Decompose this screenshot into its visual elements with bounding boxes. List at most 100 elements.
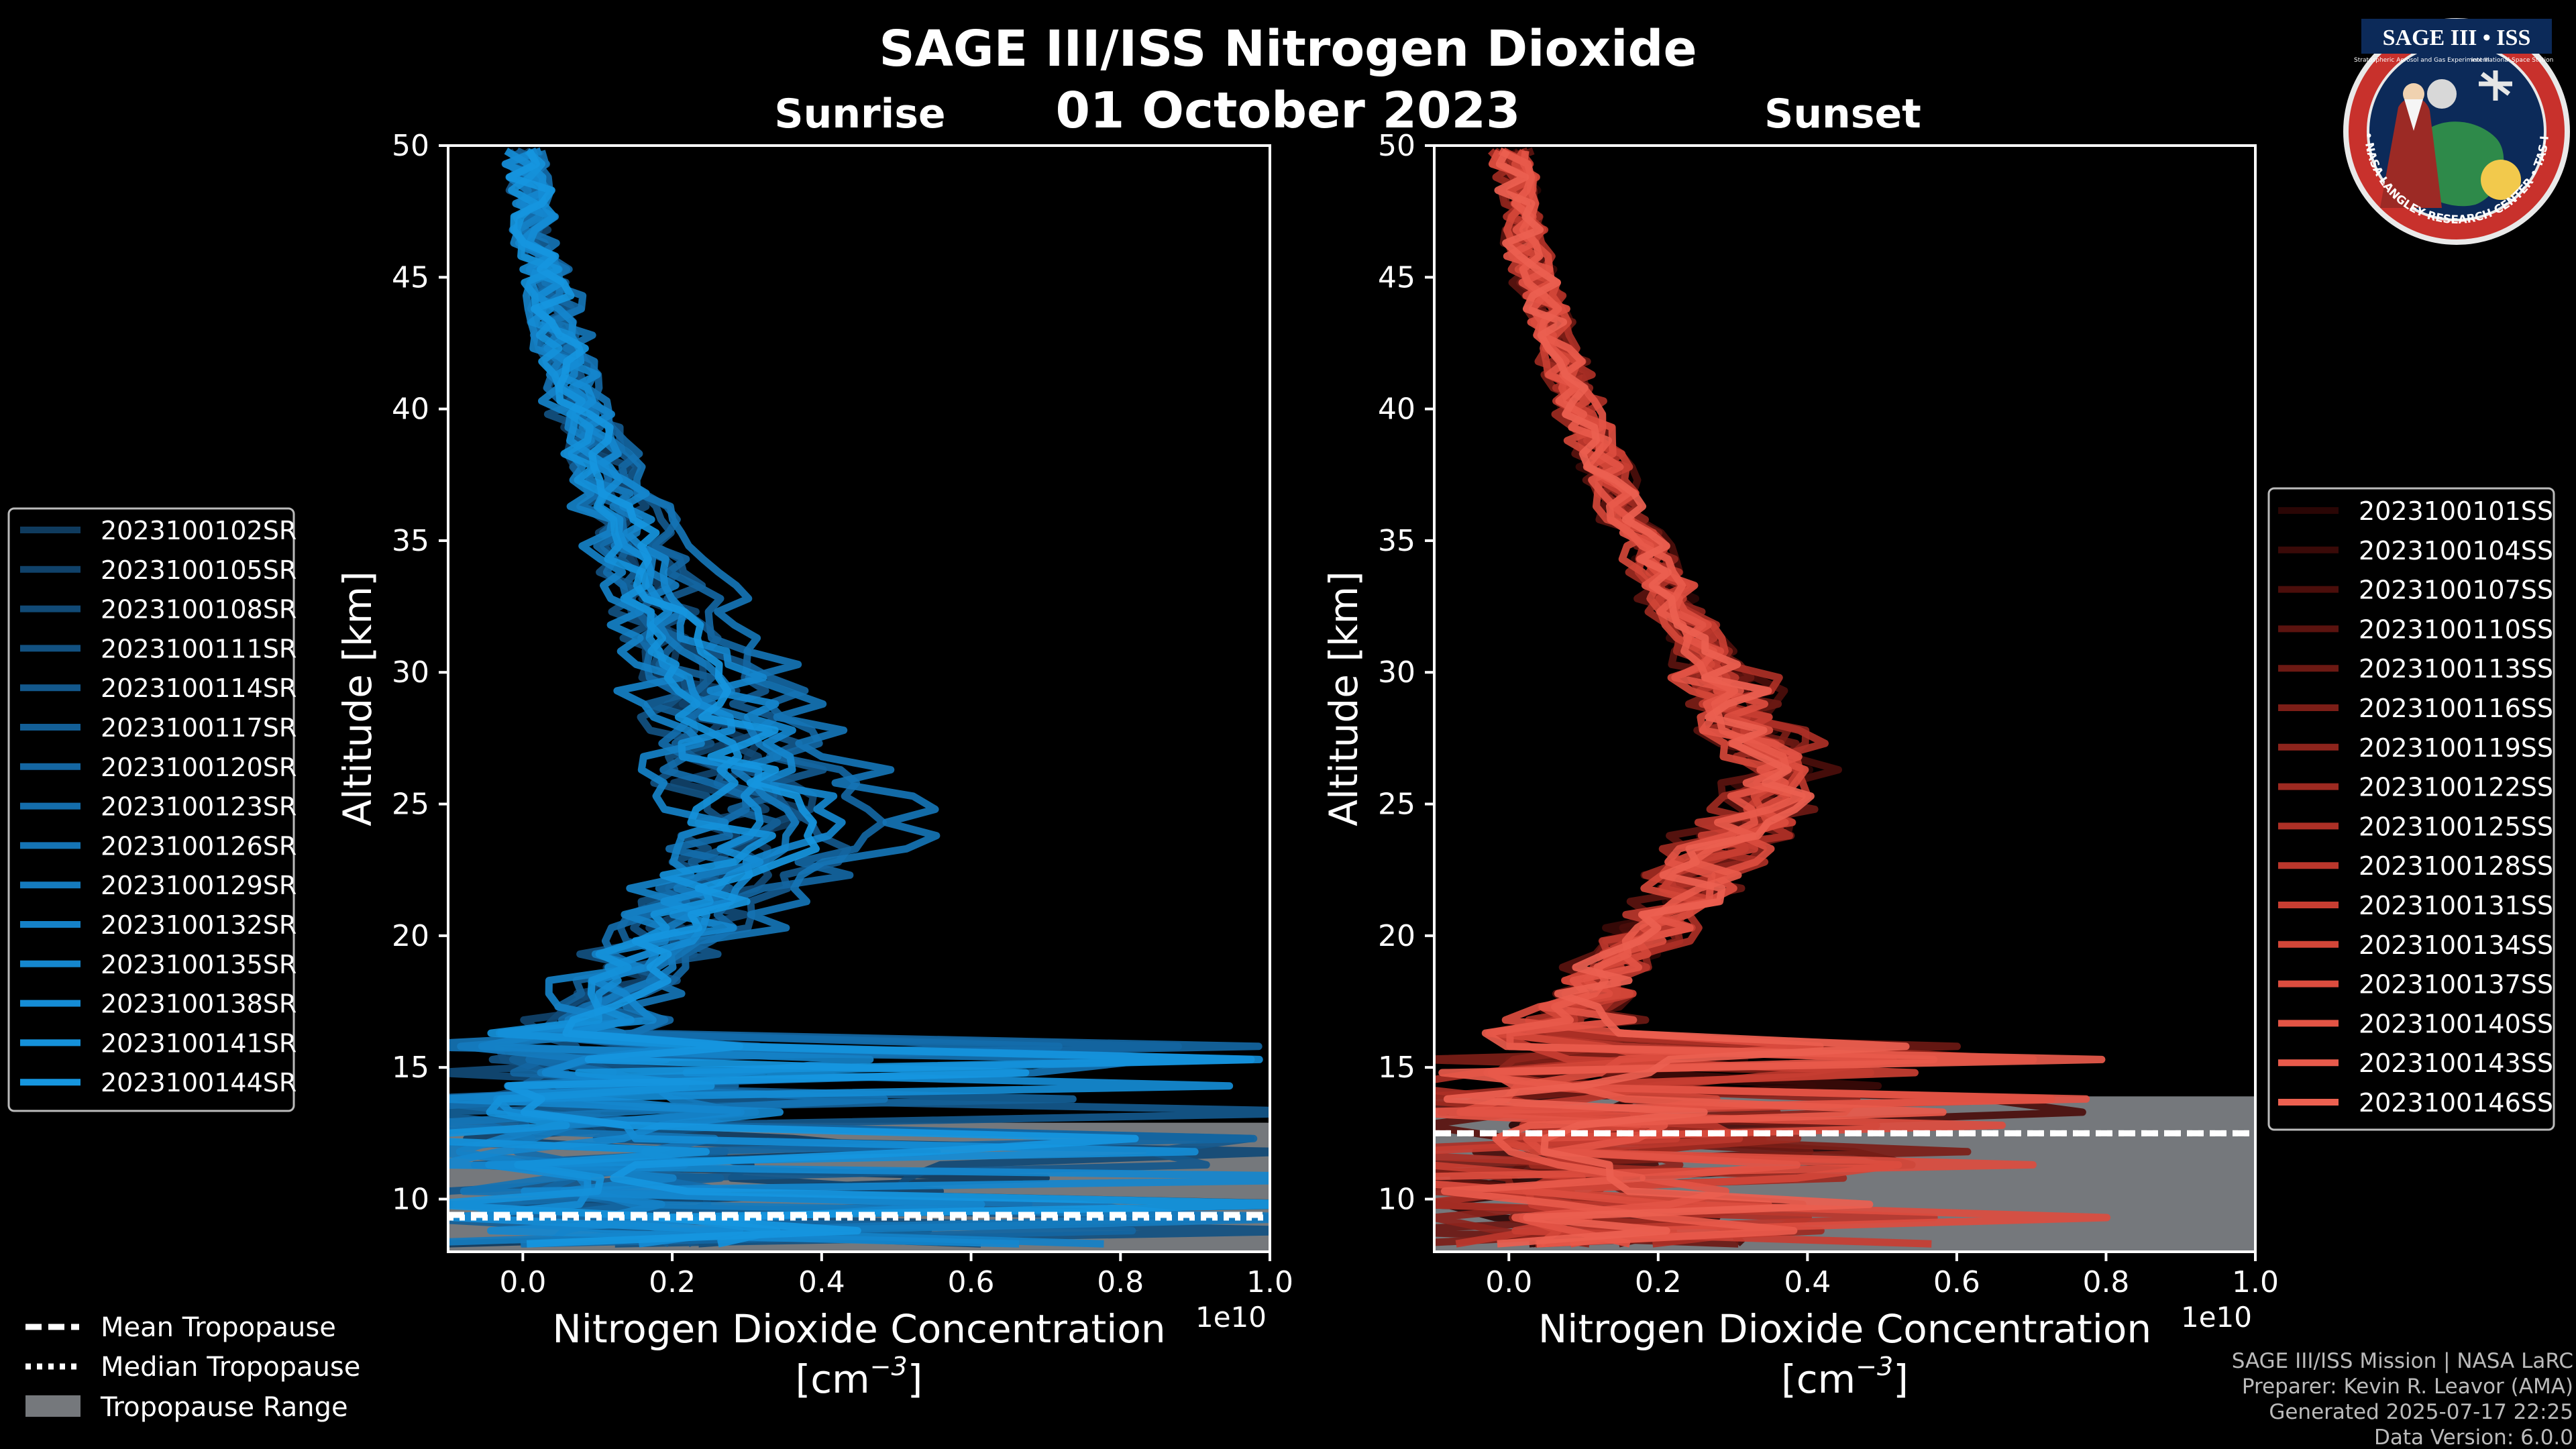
badge-iss-text: International Space Station: [2471, 57, 2554, 64]
sunrise-x-unit-close: ]: [908, 1356, 923, 1402]
sunrise-legend-label: 2023100117SR: [101, 713, 297, 743]
sunset-axes-frame: [1433, 144, 2257, 1253]
sunrise-y-tick-label: 50: [392, 129, 429, 163]
sunrise-legend-label: 2023100141SR: [101, 1028, 297, 1058]
sunrise-y-tick-label: 10: [392, 1182, 429, 1216]
footer-version: Data Version: 6.0.0: [2374, 1426, 2573, 1449]
sunset-legend-label: 2023100116SS: [2359, 694, 2553, 723]
sunrise-x-scale-label: 1e10: [1195, 1301, 1267, 1334]
sunrise-x-tick-label: 0.4: [798, 1265, 845, 1299]
sunrise-legend-label: 2023100120SR: [101, 753, 297, 782]
sunset-legend-label: 2023100134SS: [2359, 930, 2553, 960]
sunset-plot: 0.0 0.2 0.4 0.6 0.8 1.0 10 15 20 25 30 35 40 45 50 1e10…: [1321, 129, 2279, 1402]
sunrise-y-tick-label: 35: [392, 524, 429, 558]
sunrise-profile-2023100132SR: [455, 147, 1104, 1248]
sunrise-y-tick-label: 25: [392, 788, 429, 822]
sunset-legend-label: 2023100122SS: [2359, 773, 2553, 802]
footer-mission: SAGE III/ISS Mission | NASA LaRC: [2232, 1349, 2573, 1373]
sunset-legend-label: 2023100125SS: [2359, 812, 2553, 841]
footer-credits: SAGE III/ISS Mission | NASA LaRC Prepare…: [2232, 1349, 2573, 1449]
sunrise-x-tick-label: 1.0: [1246, 1265, 1293, 1299]
sunset-legend-label: 2023100101SS: [2359, 496, 2553, 526]
median-tropopause-label: Median Tropopause: [101, 1352, 360, 1383]
figure-title: SAGE III/ISS Nitrogen Dioxide: [879, 20, 1697, 78]
sunset-legend-label: 2023100119SS: [2359, 733, 2553, 763]
sunrise-x-tick-label: 0.8: [1097, 1265, 1144, 1299]
sunrise-plot: 0.0 0.2 0.4 0.6 0.8 1.0 10 15 20 25 30 35 40 45 50 1e10…: [335, 129, 1293, 1402]
footer-generated: Generated 2025-07-17 22:25: [2269, 1400, 2573, 1424]
sunrise-legend-label: 2023100114SR: [101, 674, 297, 703]
sunset-profile-2023100146SS: [1443, 149, 1910, 1248]
sunrise-legend-label: 2023100123SR: [101, 792, 297, 822]
sunset-y-tick-label: 30: [1378, 655, 1415, 690]
sunrise-legend-label: 2023100126SR: [101, 831, 297, 861]
figure-date: 01 October 2023: [1055, 82, 1520, 140]
sunset-legend-label: 2023100131SS: [2359, 891, 2553, 920]
sunrise-legend-label: 2023100132SR: [101, 910, 297, 940]
badge-subtitle: Stratospheric Aerosol and Gas Experiment…: [2354, 57, 2489, 64]
sunrise-legend-label: 2023100135SR: [101, 950, 297, 979]
sunset-y-tick-label: 35: [1378, 524, 1415, 558]
sunset-y-tick-label: 50: [1378, 129, 1415, 163]
sunrise-plot-content: [448, 147, 1270, 1252]
sunrise-x-unit-exponent: −3: [870, 1352, 908, 1381]
sunset-plot-content: [1434, 147, 2255, 1252]
sunrise-y-tick-label: 40: [392, 392, 429, 427]
sunset-legend-label: 2023100137SS: [2359, 970, 2553, 1000]
footer-preparer: Preparer: Kevin R. Leavor (AMA): [2242, 1375, 2573, 1399]
badge-title: SAGE III • ISS: [2383, 25, 2531, 50]
sunrise-x-tick-label: 0.2: [649, 1265, 696, 1299]
sunset-x-axis-unit: [cm−3]: [1781, 1352, 1909, 1402]
badge-moon: [2427, 79, 2457, 109]
sunset-y-tick-label: 25: [1378, 788, 1415, 822]
sunset-legend-label: 2023100107SS: [2359, 576, 2553, 605]
sunrise-x-axis-label: Nitrogen Dioxide Concentration: [552, 1306, 1165, 1352]
sunrise-legend-label: 2023100102SR: [101, 516, 297, 545]
sunrise-legend-label: 2023100105SR: [101, 555, 297, 585]
sunrise-legend: 2023100102SR 2023100105SR 2023100108SR 2023…: [7, 507, 297, 1112]
sunset-legend-label: 2023100113SS: [2359, 654, 2553, 684]
sunrise-x-unit-base: [cm: [796, 1356, 870, 1402]
sunset-legend: 2023100101SS 2023100104SS 2023100107SS 2023…: [2267, 487, 2555, 1131]
sunset-x-unit-exponent: −3: [1856, 1352, 1893, 1381]
sunset-x-scale-label: 1e10: [2181, 1301, 2252, 1334]
sunrise-panel-title: Sunrise: [774, 91, 945, 138]
badge-title-banner: [2361, 19, 2552, 54]
sunrise-x-tick-label: 0.6: [948, 1265, 995, 1299]
tropopause-range-label: Tropopause Range: [100, 1392, 348, 1423]
sunrise-y-tick-label: 30: [392, 655, 429, 690]
sunset-x-tick-label: 0.8: [2082, 1265, 2129, 1299]
sunset-legend-label: 2023100143SS: [2359, 1049, 2553, 1078]
sunrise-axes-frame: [447, 144, 1271, 1253]
sunset-legend-label: 2023100128SS: [2359, 851, 2553, 881]
sunrise-legend-label: 2023100138SR: [101, 989, 297, 1019]
badge-sun: [2481, 160, 2521, 200]
sunrise-legend-label: 2023100111SR: [101, 634, 297, 663]
sunset-x-tick-label: 0.2: [1635, 1265, 1682, 1299]
sunset-y-tick-label: 20: [1378, 919, 1415, 953]
sunset-y-tick-label: 15: [1378, 1051, 1415, 1085]
sunset-legend-label: 2023100140SS: [2359, 1009, 2553, 1038]
sunrise-legend-label: 2023100129SR: [101, 871, 297, 900]
sunrise-legend-label: 2023100144SR: [101, 1068, 297, 1097]
sunset-panel-title: Sunset: [1764, 91, 1921, 138]
badge-figure-beard: [2404, 99, 2423, 131]
sunrise-y-tick-label: 15: [392, 1051, 429, 1085]
sunset-y-tick-label: 10: [1378, 1182, 1415, 1216]
sunrise-profile-2023100141SR: [448, 148, 1255, 1248]
sunset-y-tick-label: 40: [1378, 392, 1415, 427]
sunset-x-unit-close: ]: [1893, 1356, 1909, 1402]
tropopause-legend: Mean Tropopause Median Tropopause Tropop…: [25, 1312, 360, 1423]
sunset-x-tick-label: 0.4: [1784, 1265, 1831, 1299]
sunrise-y-tick-label: 45: [392, 260, 429, 294]
sunset-legend-frame: [2267, 487, 2555, 1131]
sunset-legend-label: 2023100110SS: [2359, 614, 2553, 644]
sunrise-profile-2023100144SR: [504, 149, 1270, 1248]
sunrise-y-tick-label: 20: [392, 919, 429, 953]
sunset-x-tick-label: 1.0: [2232, 1265, 2279, 1299]
sunrise-y-axis-label: Altitude [km]: [335, 571, 380, 826]
sunrise-x-axis-unit: [cm−3]: [796, 1352, 923, 1402]
sunset-legend-label: 2023100104SS: [2359, 536, 2553, 566]
sunrise-x-tick-label: 0.0: [499, 1265, 546, 1299]
sunset-x-tick-label: 0.0: [1485, 1265, 1532, 1299]
